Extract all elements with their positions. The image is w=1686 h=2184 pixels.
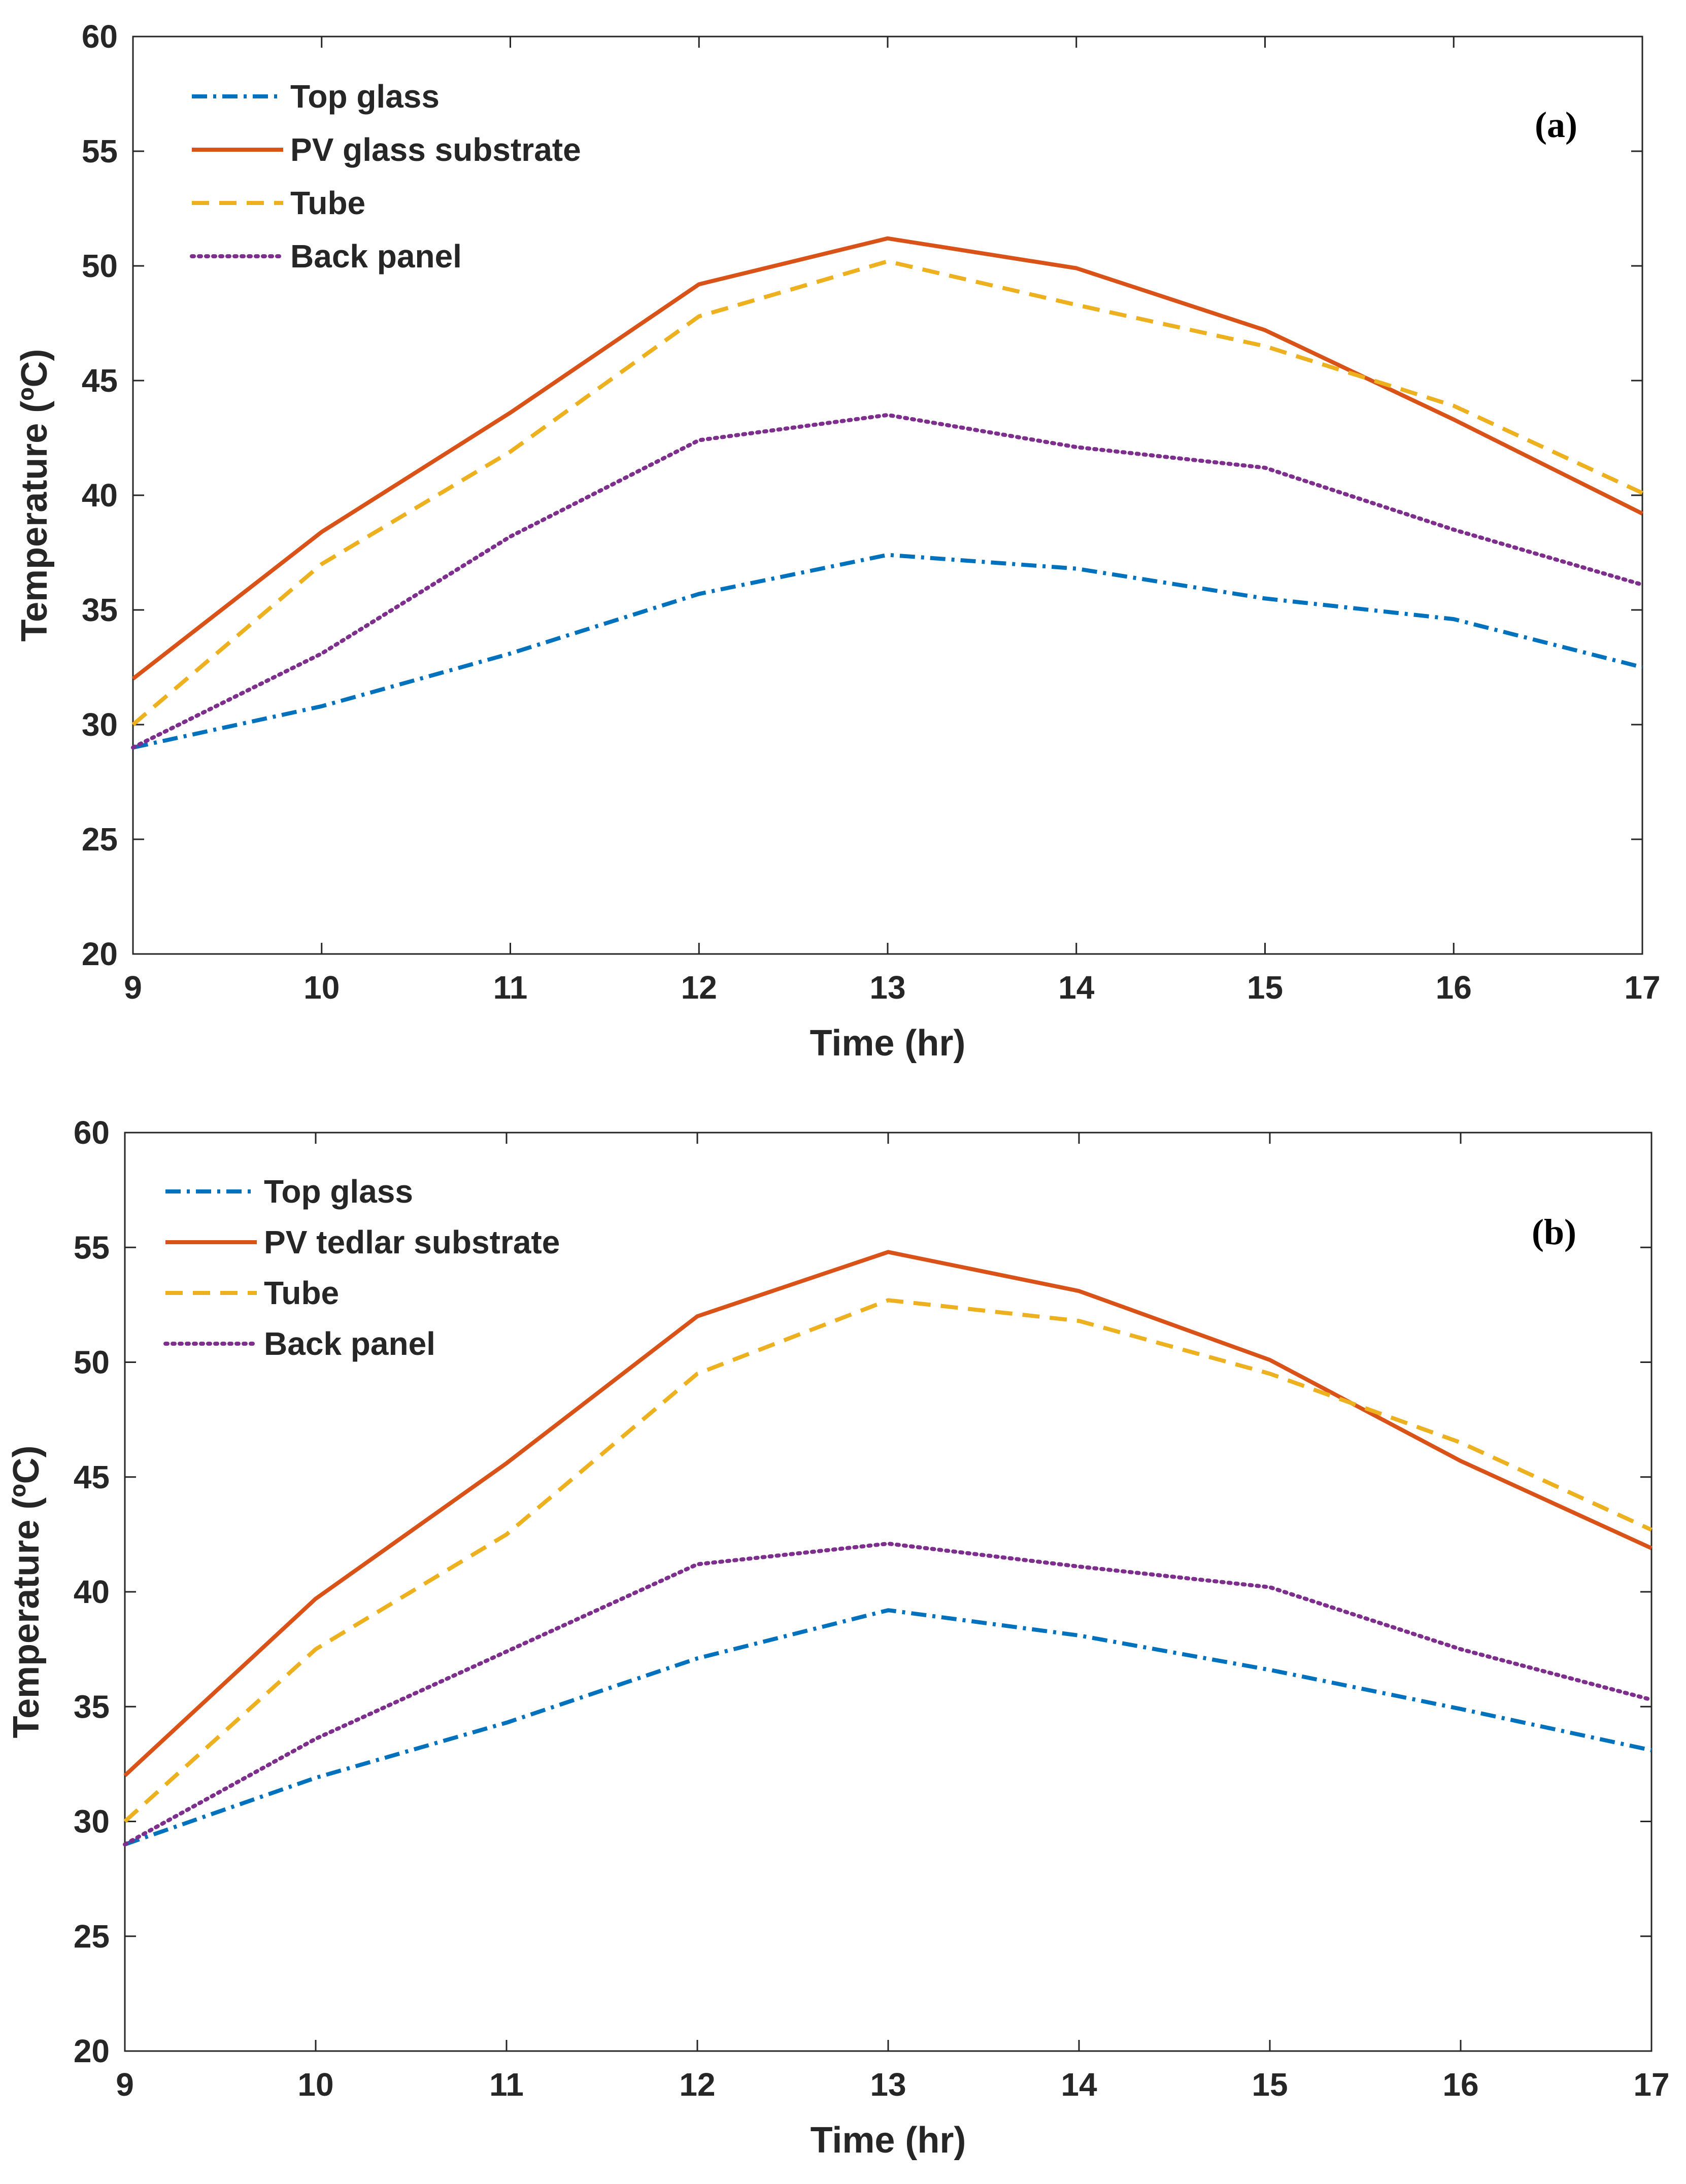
y-tick-label: 45 [82,362,118,399]
x-tick-label: 14 [1061,2066,1097,2103]
y-tick-label: 35 [74,1688,110,1725]
series-line-back-panel [131,413,1644,750]
panel-label: (a) [1535,105,1577,145]
legend-entry-label: Back panel [264,1325,435,1362]
legend-entry-label: Top glass [264,1173,413,1210]
y-tick-label: 40 [82,477,118,514]
y-axis-label: Temperature (ºC) [6,1445,47,1738]
legend-entry-label: PV glass substrate [290,131,581,168]
x-tick-label: 13 [870,2066,906,2103]
x-tick-label: 16 [1442,2066,1478,2103]
series-line-pv-tedlar-substrate [123,1250,1653,1777]
series-line-tube [131,259,1643,727]
y-tick-label: 20 [82,936,118,972]
x-tick-label: 14 [1058,969,1095,1006]
x-tick-label: 15 [1252,2066,1288,2103]
x-tick-label: 15 [1247,969,1283,1006]
legend-entry-label: Tube [290,185,365,221]
y-tick-label: 30 [74,1803,110,1840]
y-axis-label: Temperature (ºC) [14,349,55,641]
x-tick-label: 17 [1633,2066,1669,2103]
x-tick-label: 9 [116,2066,134,2103]
x-tick-label: 10 [297,2066,333,2103]
series-line-pv-glass-substrate [131,236,1643,680]
y-tick-label: 45 [74,1459,110,1495]
series-line-tube [123,1298,1653,1823]
y-tick-label: 60 [74,1114,110,1151]
x-axis-label: Time (hr) [810,1023,966,1064]
plot-area-frame [132,36,1643,955]
series-line-top-glass [124,1608,1652,1847]
x-tick-label: 12 [679,2066,715,2103]
x-tick-label: 11 [493,969,528,1006]
y-tick-label: 30 [82,706,118,743]
series-line-back-panel [123,1542,1654,1847]
y-tick-label: 55 [82,133,118,169]
x-tick-label: 11 [489,2066,524,2103]
plot-area-frame [124,1132,1653,2052]
legend-entry-label: Tube [264,1275,339,1311]
legend-entry-label: PV tedlar substrate [264,1224,560,1260]
x-tick-label: 17 [1624,969,1660,1006]
y-tick-label: 60 [82,18,118,55]
x-tick-label: 12 [681,969,717,1006]
x-tick-label: 13 [869,969,905,1006]
chart-panel-a: 9 10 11 12 13 14 15 16 17 20 25 30 35 40 45 50 55 60 Time … [14,18,1661,1064]
x-axis-label: Time (hr) [811,2120,966,2161]
series-line-top-glass [132,553,1643,750]
chart-panel-b: 9 10 11 12 13 14 15 16 17 20 25 30 35 40 45 50 55 60 Time … [6,1114,1670,2161]
legend-entry-label: Top glass [290,78,440,115]
y-tick-label: 35 [82,592,118,628]
x-tick-label: 16 [1436,969,1472,1006]
y-tick-label: 20 [74,2033,110,2069]
y-tick-label: 40 [74,1574,110,1610]
y-tick-label: 25 [82,821,118,858]
y-tick-label: 55 [74,1229,110,1266]
y-tick-label: 50 [82,248,118,284]
y-tick-label: 50 [74,1344,110,1381]
y-tick-label: 25 [74,1918,110,1955]
x-tick-label: 9 [124,969,142,1006]
x-tick-label: 10 [304,969,340,1006]
legend-entry-label: Back panel [290,238,462,275]
panel-label: (b) [1532,1212,1576,1252]
